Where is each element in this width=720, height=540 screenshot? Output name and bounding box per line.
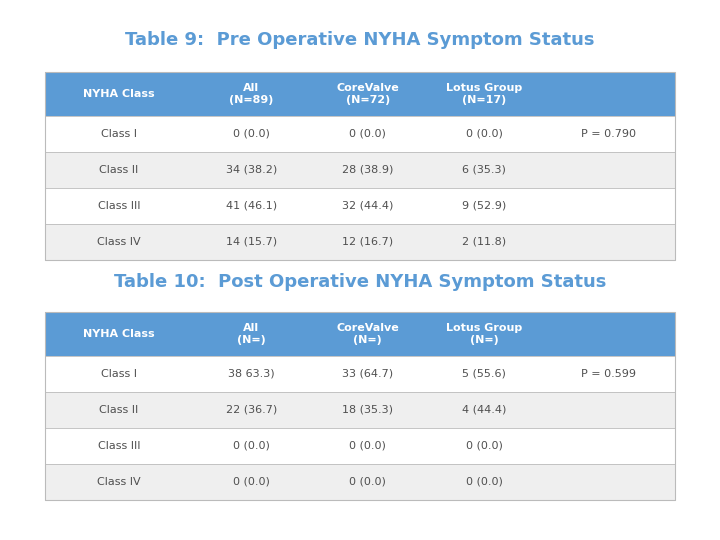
Text: 33 (64.7): 33 (64.7) <box>342 369 393 379</box>
Text: 0 (0.0): 0 (0.0) <box>466 441 503 451</box>
Text: 0 (0.0): 0 (0.0) <box>466 477 503 487</box>
Bar <box>45 312 675 500</box>
Text: Table 10:  Post Operative NYHA Symptom Status: Table 10: Post Operative NYHA Symptom St… <box>114 273 606 291</box>
Text: 12 (16.7): 12 (16.7) <box>342 237 393 247</box>
Text: All
(N=): All (N=) <box>237 323 266 345</box>
Text: P = 0.790: P = 0.790 <box>581 129 636 139</box>
Bar <box>45 72 675 260</box>
Text: P = 0.599: P = 0.599 <box>581 369 636 379</box>
Text: Class III: Class III <box>98 201 140 211</box>
Text: Class IV: Class IV <box>97 237 141 247</box>
Text: 0 (0.0): 0 (0.0) <box>349 441 387 451</box>
Text: 38 63.3): 38 63.3) <box>228 369 274 379</box>
Text: 0 (0.0): 0 (0.0) <box>466 129 503 139</box>
Text: All
(N=89): All (N=89) <box>229 83 274 105</box>
Text: Class IV: Class IV <box>97 477 141 487</box>
Text: 0 (0.0): 0 (0.0) <box>233 441 270 451</box>
Bar <box>45 356 675 392</box>
Text: 18 (35.3): 18 (35.3) <box>343 405 393 415</box>
Text: 2 (11.8): 2 (11.8) <box>462 237 506 247</box>
Bar <box>45 312 675 356</box>
Text: 0 (0.0): 0 (0.0) <box>233 477 270 487</box>
Text: 9 (52.9): 9 (52.9) <box>462 201 507 211</box>
Bar <box>45 464 675 500</box>
Text: Lotus Group
(N=17): Lotus Group (N=17) <box>446 83 523 105</box>
Text: 0 (0.0): 0 (0.0) <box>349 129 387 139</box>
Bar <box>45 224 675 260</box>
Text: 22 (36.7): 22 (36.7) <box>225 405 277 415</box>
Text: 4 (44.4): 4 (44.4) <box>462 405 507 415</box>
Bar <box>45 72 675 116</box>
Text: 28 (38.9): 28 (38.9) <box>342 165 394 175</box>
Text: NYHA Class: NYHA Class <box>84 89 155 99</box>
Text: CoreValve
(N=72): CoreValve (N=72) <box>336 83 400 105</box>
Text: Table 9:  Pre Operative NYHA Symptom Status: Table 9: Pre Operative NYHA Symptom Stat… <box>125 31 595 49</box>
Text: 32 (44.4): 32 (44.4) <box>342 201 394 211</box>
Text: 41 (46.1): 41 (46.1) <box>226 201 277 211</box>
Text: Class II: Class II <box>99 405 139 415</box>
Bar <box>45 188 675 224</box>
Text: Lotus Group
(N=): Lotus Group (N=) <box>446 323 523 345</box>
Text: Class II: Class II <box>99 165 139 175</box>
Text: Class III: Class III <box>98 441 140 451</box>
Text: 6 (35.3): 6 (35.3) <box>462 165 506 175</box>
Text: 0 (0.0): 0 (0.0) <box>349 477 387 487</box>
Bar <box>45 428 675 464</box>
Text: 5 (55.6): 5 (55.6) <box>462 369 506 379</box>
Text: Class I: Class I <box>101 369 137 379</box>
Bar <box>45 116 675 152</box>
Text: NYHA Class: NYHA Class <box>84 329 155 339</box>
Text: 34 (38.2): 34 (38.2) <box>225 165 277 175</box>
Text: CoreValve
(N=): CoreValve (N=) <box>336 323 400 345</box>
Text: 14 (15.7): 14 (15.7) <box>226 237 277 247</box>
Text: Class I: Class I <box>101 129 137 139</box>
Bar <box>45 152 675 188</box>
Text: 0 (0.0): 0 (0.0) <box>233 129 270 139</box>
Bar <box>45 392 675 428</box>
